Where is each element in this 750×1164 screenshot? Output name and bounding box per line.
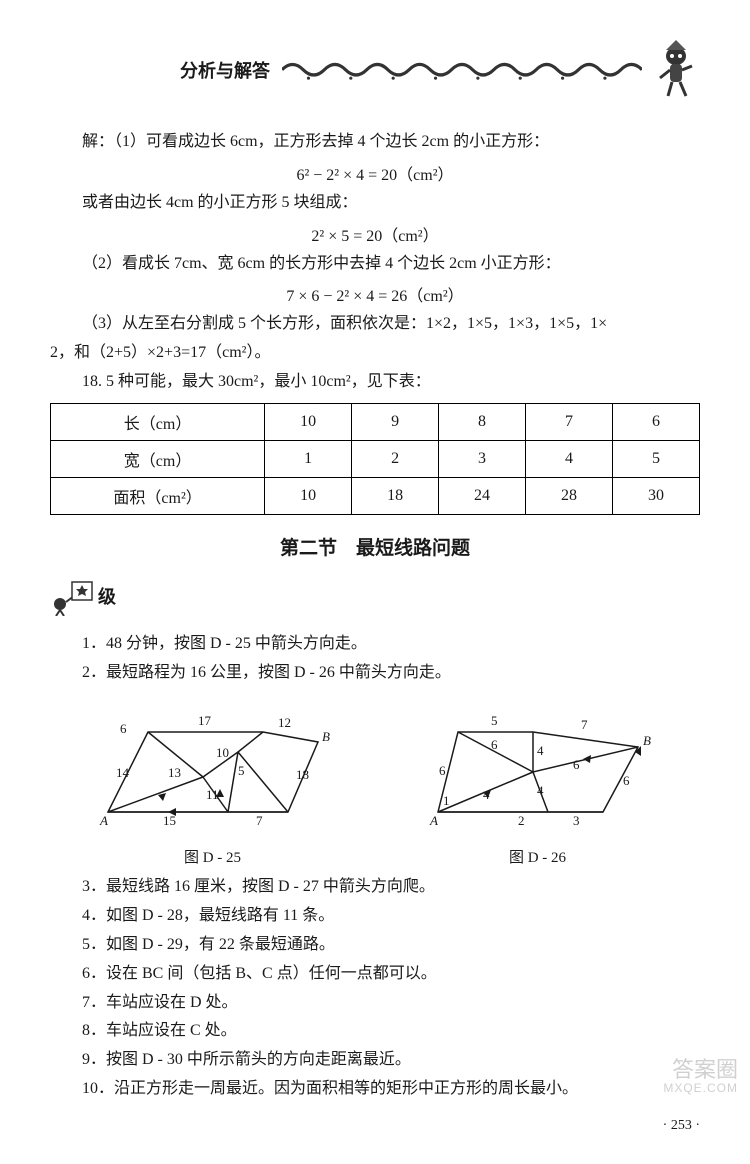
table-row: 面积（cm²） 10 18 24 28 30 [51, 477, 700, 514]
solution-line4a: （3）从左至右分割成 5 个长方形，面积依次是：1×2，1×5，1×3，1×5，… [50, 310, 700, 339]
table-cell: 9 [391, 413, 399, 430]
item-10: 10．沿正方形走一周最近。因为面积相等的矩形中正方形的周长最小。 [50, 1075, 700, 1104]
diagram-label-B: B [643, 733, 651, 748]
edge-label: 4 [537, 743, 544, 758]
edge-label: 14 [116, 765, 130, 780]
table-cell: 10 [300, 413, 316, 430]
edge-label: 10 [216, 745, 229, 760]
watermark-main: 答案圈 [663, 1058, 738, 1082]
mascot-icon [652, 40, 700, 100]
table-header-area: 面积（cm²） [113, 490, 201, 507]
table-header-width: 宽（cm） [124, 453, 192, 470]
diagram-row: A B 6 17 12 14 13 10 5 18 11 15 7 图 D - [50, 697, 700, 867]
edge-label: 4 [483, 787, 490, 802]
edge-label: 1 [443, 793, 450, 808]
diagram-label-A: A [99, 813, 108, 828]
table-cell: 4 [565, 450, 573, 467]
edge-label: 18 [296, 767, 309, 782]
edge-label: 12 [278, 715, 291, 730]
table-row: 长（cm） 10 9 8 7 6 [51, 403, 700, 440]
table-cell: 5 [652, 450, 660, 467]
edge-label: 5 [491, 713, 498, 728]
page-container: 分析与解答 解：（1）可看成边长 6cm，正方形去掉 4 个边长 2cm 的小正… [0, 0, 750, 1164]
item-2: 2．最短路程为 16 公里，按图 D - 26 中箭头方向走。 [50, 659, 700, 688]
table-cell: 10 [300, 487, 316, 504]
table-cell: 28 [561, 487, 577, 504]
level-label: 级 [98, 583, 116, 609]
page-number: · 253 · [50, 1118, 700, 1134]
watermark: 答案圈 MXQE.COM [663, 1058, 738, 1095]
edge-label: 4 [537, 783, 544, 798]
table-cell: 8 [478, 413, 486, 430]
diagram-left-caption: 图 D - 25 [88, 846, 338, 867]
edge-label: 6 [573, 757, 580, 772]
item-4: 4．如图 D - 28，最短线路有 11 条。 [50, 902, 700, 931]
item-5: 5．如图 D - 29，有 22 条最短通路。 [50, 931, 700, 960]
diagram-label-A: A [429, 813, 438, 828]
item-6: 6．设在 BC 间（包括 B、C 点）任何一点都可以。 [50, 960, 700, 989]
solution-line2: 或者由边长 4cm 的小正方形 5 块组成： [50, 189, 700, 218]
edge-label: 6 [623, 773, 630, 788]
table-row: 宽（cm） 1 2 3 4 5 [51, 440, 700, 477]
diagram-right: A B 5 7 6 6 4 4 6 1 4 2 3 6 图 [413, 697, 663, 867]
table-cell: 18 [387, 487, 403, 504]
edge-label: 7 [256, 813, 263, 828]
formula-2: 2² × 5 = 20（cm²） [50, 222, 700, 246]
edge-label: 2 [518, 813, 525, 828]
item-1: 1．48 分钟，按图 D - 25 中箭头方向走。 [50, 630, 700, 659]
header-title: 分析与解答 [180, 57, 270, 83]
watermark-sub: MXQE.COM [663, 1082, 738, 1095]
table-cell: 6 [652, 413, 660, 430]
edge-label: 6 [439, 763, 446, 778]
table-cell: 3 [478, 450, 486, 467]
table-cell: 24 [474, 487, 490, 504]
item-7: 7．车站应设在 D 处。 [50, 989, 700, 1018]
edge-label: 17 [198, 713, 212, 728]
level-star-icon [50, 576, 94, 616]
item-3: 3．最短线路 16 厘米，按图 D - 27 中箭头方向爬。 [50, 873, 700, 902]
edge-label: 6 [120, 721, 127, 736]
diagram-d26-icon: A B 5 7 6 6 4 4 6 1 4 2 3 6 [413, 697, 663, 837]
edge-label: 13 [168, 765, 181, 780]
solution-line5: 18. 5 种可能，最大 30cm²，最小 10cm²，见下表： [50, 368, 700, 397]
section-title: 第二节 最短线路问题 [50, 533, 700, 560]
edge-label: 7 [581, 717, 588, 732]
edge-label: 15 [163, 813, 176, 828]
header-row: 分析与解答 [50, 40, 700, 100]
formula-1: 6² − 2² × 4 = 20（cm²） [50, 161, 700, 185]
edge-label: 5 [238, 763, 245, 778]
solution-line4b: 2，和（2+5）×2+3=17（cm²）。 [50, 339, 700, 368]
edge-label: 11 [206, 787, 219, 802]
wave-divider-icon [282, 57, 642, 82]
formula-3: 7 × 6 − 2² × 4 = 26（cm²） [50, 282, 700, 306]
edge-label: 6 [491, 737, 498, 752]
solution-line3: （2）看成长 7cm、宽 6cm 的长方形中去掉 4 个边长 2cm 小正方形： [50, 250, 700, 279]
item-9: 9．按图 D - 30 中所示箭头的方向走距离最近。 [50, 1046, 700, 1075]
edge-label: 3 [573, 813, 580, 828]
item-8: 8．车站应设在 C 处。 [50, 1017, 700, 1046]
level-row: 级 [50, 576, 700, 616]
diagram-d25-icon: A B 6 17 12 14 13 10 5 18 11 15 7 [88, 697, 338, 837]
dimension-table: 长（cm） 10 9 8 7 6 宽（cm） 1 2 3 4 5 面积（cm²）… [50, 403, 700, 515]
diagram-label-B: B [322, 729, 330, 744]
diagram-left: A B 6 17 12 14 13 10 5 18 11 15 7 图 D - [88, 697, 338, 867]
table-header-length: 长（cm） [124, 416, 192, 433]
diagram-right-caption: 图 D - 26 [413, 846, 663, 867]
table-cell: 1 [304, 450, 312, 467]
table-cell: 7 [565, 413, 573, 430]
solution-line1: 解：（1）可看成边长 6cm，正方形去掉 4 个边长 2cm 的小正方形： [50, 128, 700, 157]
table-cell: 2 [391, 450, 399, 467]
table-cell: 30 [648, 487, 664, 504]
